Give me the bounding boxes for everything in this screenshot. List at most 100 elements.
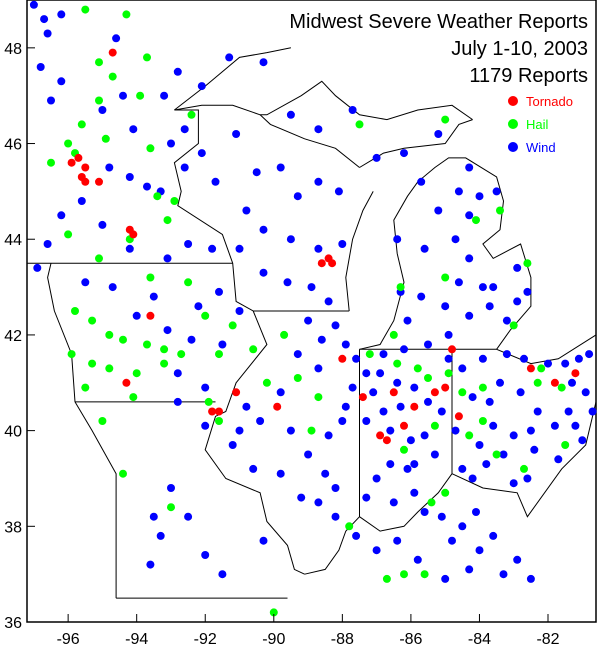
wind-report-point (437, 512, 446, 521)
wind-report-point (125, 244, 134, 253)
wind-report-point (489, 421, 498, 430)
hail-report-point (215, 350, 223, 359)
wind-report-point (211, 177, 220, 186)
hail-report-point (444, 369, 453, 378)
border-line-8 (304, 349, 360, 575)
wind-report-point (526, 574, 535, 583)
x-axis: -96 -94 -92 -90 -88 -86 -84 -82 (57, 614, 560, 648)
hail-report-point (201, 311, 210, 320)
tornado-report-point (338, 354, 347, 363)
wind-report-point (574, 354, 583, 363)
border-line-14 (345, 191, 374, 312)
x-tick-label: -92 (194, 631, 217, 648)
hail-report-point (441, 115, 450, 124)
border-line-18 (174, 104, 261, 116)
tornado-report-point (328, 259, 337, 268)
wind-report-point (334, 187, 343, 196)
tornado-report-point (95, 177, 103, 186)
hail-report-point (492, 450, 501, 459)
wind-report-point (454, 187, 463, 196)
hail-report-point (441, 273, 450, 282)
wind-report-point (57, 211, 66, 220)
wind-report-point (499, 450, 508, 459)
border-line-16 (259, 114, 360, 168)
wind-report-point (324, 297, 333, 306)
tornado-report-point (400, 421, 408, 430)
wind-report-point (235, 426, 244, 435)
wind-report-point (160, 91, 169, 100)
wind-report-point (396, 402, 405, 411)
tornado-report-point (122, 378, 131, 387)
tornado-report-point (129, 230, 138, 239)
wind-report-point (276, 163, 285, 172)
wind-report-point (417, 177, 426, 186)
hail-report-point (424, 374, 432, 382)
wind-report-point (149, 292, 158, 301)
wind-report-point (40, 15, 49, 24)
wind-report-point (235, 307, 244, 315)
border-line-5 (53, 310, 117, 599)
wind-report-point (33, 263, 42, 272)
hail-report-point (427, 498, 436, 507)
tornado-report-point (81, 163, 90, 172)
wind-report-point (338, 240, 347, 248)
border-line-9 (359, 473, 453, 532)
wind-report-point (208, 244, 217, 253)
wind-report-point (341, 340, 350, 349)
wind-report-point (393, 536, 402, 545)
wind-report-point (201, 383, 210, 392)
wind-report-point (420, 508, 429, 516)
wind-report-point (197, 82, 206, 91)
tornado-report-point (526, 364, 535, 373)
wind-report-point (324, 431, 333, 440)
tornado-report-point (208, 407, 217, 416)
hail-report-point (293, 374, 302, 382)
hail-report-point (47, 158, 55, 167)
wind-report-point (314, 125, 323, 134)
hail-report-point (71, 307, 79, 315)
wind-report-point (112, 34, 121, 43)
wind-report-point (215, 287, 223, 296)
wind-report-point (502, 350, 511, 359)
wind-report-point (57, 10, 66, 19)
hail-report-point (269, 608, 278, 617)
wind-report-point (485, 397, 494, 406)
wind-report-point (526, 426, 535, 435)
hail-report-point (393, 359, 402, 368)
wind-report-point (341, 402, 350, 411)
map-plot-area (26, 0, 597, 623)
tornado-report-point (441, 383, 450, 392)
wind-report-point (496, 378, 504, 387)
wind-report-point (338, 417, 347, 425)
hail-report-point (143, 53, 151, 62)
wind-report-point (475, 192, 484, 201)
wind-report-point (47, 96, 55, 105)
wind-legend-marker (508, 142, 518, 152)
hail-report-point (153, 192, 162, 201)
wind-report-point (561, 359, 570, 368)
hail-report-point (420, 570, 429, 579)
wind-report-point (276, 469, 285, 478)
wind-report-point (513, 297, 522, 306)
hail-legend-label: Hail (526, 117, 549, 132)
wind-report-point (180, 163, 189, 172)
wind-report-point (228, 441, 237, 449)
wind-report-point (184, 512, 193, 521)
wind-report-point (167, 139, 175, 148)
hail-report-point (557, 383, 566, 392)
wind-report-point (119, 91, 127, 100)
report-points (29, 0, 597, 617)
wind-report-point (509, 431, 518, 440)
hail-report-point (400, 445, 408, 454)
wind-report-point (389, 498, 398, 507)
wind-report-point (492, 187, 501, 196)
wind-report-point (417, 292, 426, 301)
wind-report-point (444, 354, 453, 363)
wind-report-point (485, 302, 494, 311)
wind-report-point (352, 531, 361, 540)
wind-report-point (478, 283, 487, 292)
hail-report-point (523, 259, 532, 268)
wind-report-point (472, 508, 480, 516)
tornado-report-point (81, 177, 90, 186)
wind-report-point (77, 197, 86, 205)
